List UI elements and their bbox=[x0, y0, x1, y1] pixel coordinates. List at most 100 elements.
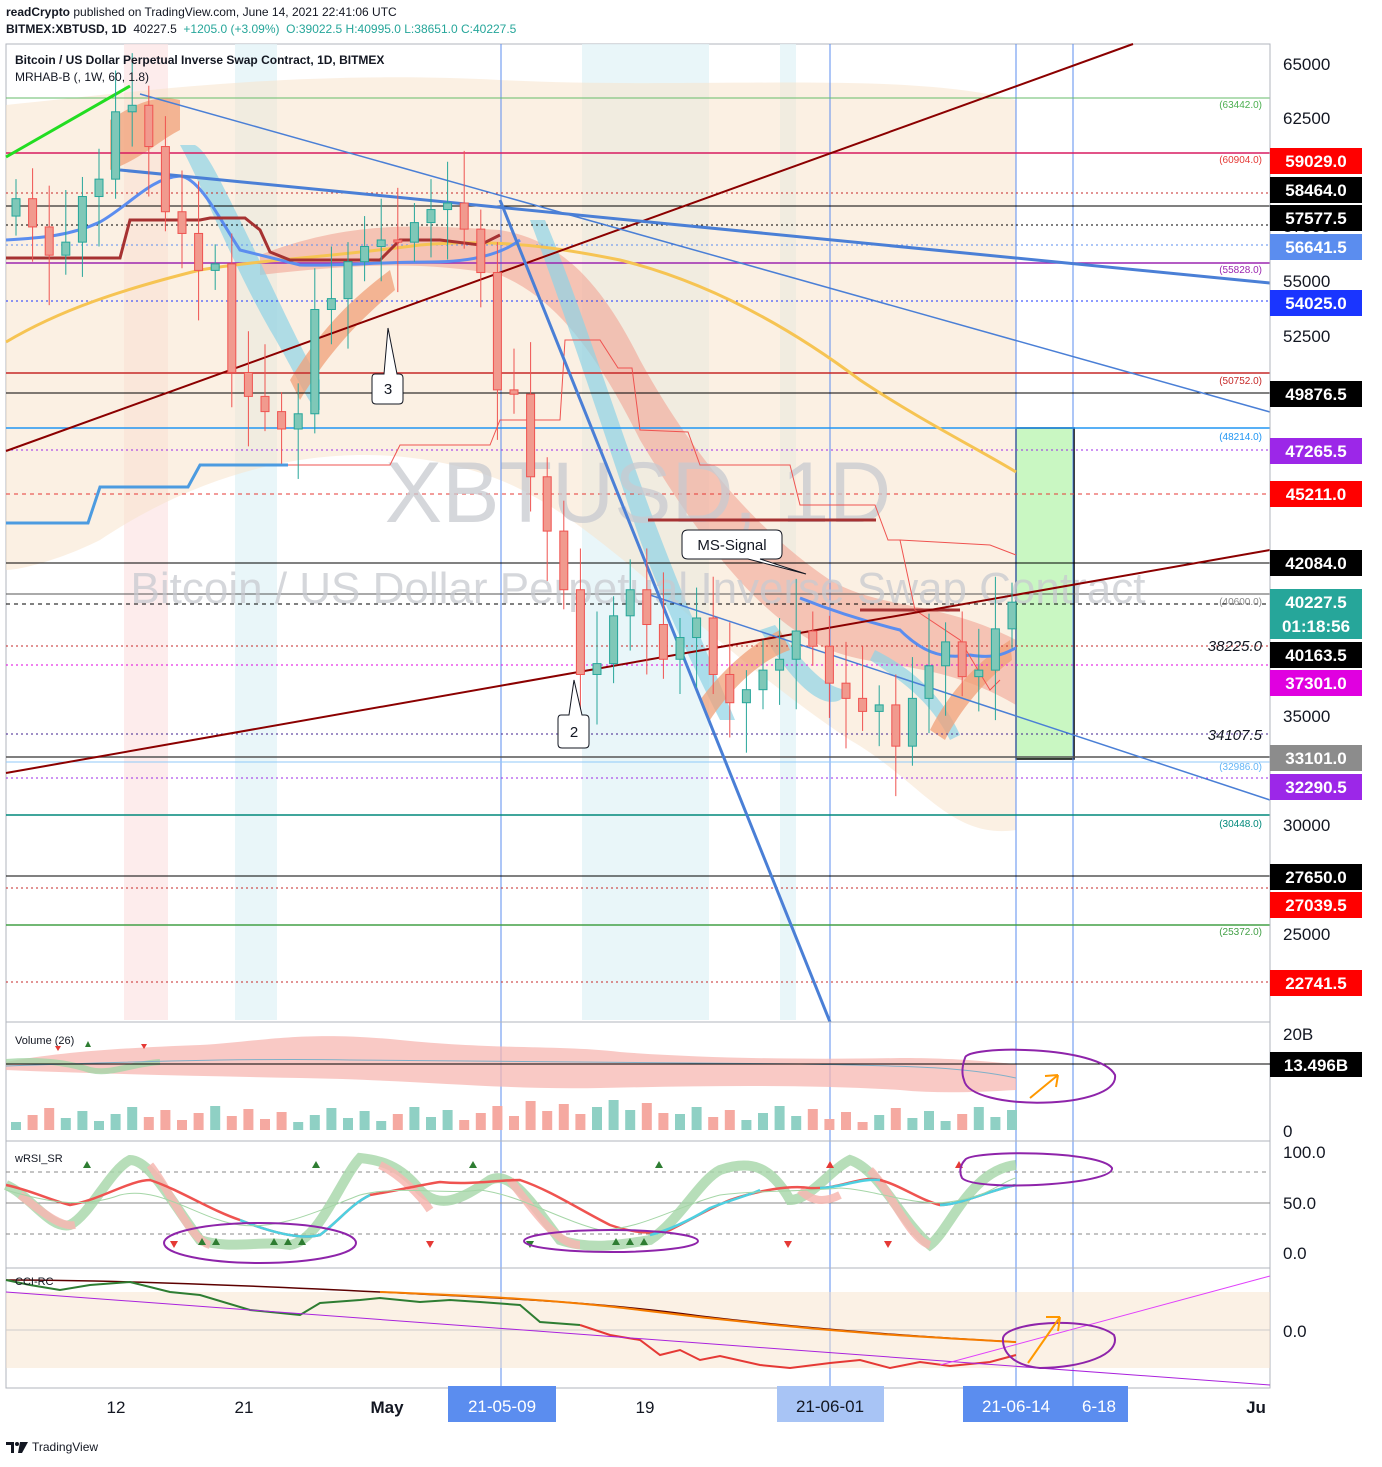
up-arrow-icon bbox=[270, 1238, 278, 1245]
down-arrow-icon bbox=[170, 1241, 178, 1248]
candle bbox=[990, 576, 1000, 721]
volume-bar bbox=[226, 1116, 237, 1130]
badge-text: 42084.0 bbox=[1285, 554, 1346, 573]
volume-bar bbox=[326, 1108, 337, 1130]
date-badge-text: 21-06-14 bbox=[982, 1397, 1050, 1416]
indicator-legend: MRHAB-B (, 1W, 60, 1.8) bbox=[15, 70, 149, 84]
badge-bg bbox=[1270, 177, 1362, 203]
down-arrow-icon bbox=[55, 1046, 61, 1051]
volume-bar bbox=[857, 1122, 868, 1130]
candle bbox=[874, 685, 884, 747]
date-badge-text: 6-18 bbox=[1082, 1397, 1116, 1416]
wave3-label: 3 bbox=[384, 381, 392, 398]
date-badge-text: 21-06-01 bbox=[796, 1397, 864, 1416]
badge-text: 33101.0 bbox=[1285, 749, 1346, 768]
volume-bar bbox=[409, 1107, 420, 1130]
step-blue bbox=[6, 463, 288, 525]
ms-signal-text: MS-Signal bbox=[697, 537, 766, 554]
date-badge bbox=[963, 1386, 1070, 1422]
volume-bar bbox=[177, 1120, 187, 1130]
volume-bar bbox=[724, 1110, 735, 1130]
axis-tick: 55000 bbox=[1283, 272, 1330, 291]
badge-text: 45211.0 bbox=[1286, 485, 1347, 504]
wave3-callout bbox=[371, 327, 404, 405]
badge-bg bbox=[1270, 613, 1362, 639]
candle bbox=[725, 622, 735, 738]
candle bbox=[476, 209, 486, 308]
candle bbox=[127, 53, 137, 147]
date-badge bbox=[777, 1386, 884, 1422]
ma-yellow bbox=[5, 241, 1017, 474]
candle bbox=[824, 615, 834, 718]
volume-bar bbox=[525, 1101, 536, 1130]
label-38225: 38225.0 bbox=[1208, 638, 1263, 655]
trend-arrow-icon bbox=[1029, 1074, 1059, 1099]
down-arrow-icon bbox=[141, 1044, 147, 1049]
time-tick: Ju bbox=[1246, 1398, 1266, 1417]
candle bbox=[260, 344, 270, 432]
axis-tick: 0.0 bbox=[1283, 1244, 1307, 1263]
level-label: (48214.0) bbox=[1219, 432, 1262, 443]
ms-signal-callout bbox=[681, 529, 807, 575]
volume-bar bbox=[841, 1112, 851, 1130]
price-badge: 37301.0 bbox=[1270, 670, 1362, 696]
candle bbox=[111, 70, 121, 199]
volume-bar bbox=[210, 1106, 221, 1130]
candle bbox=[542, 457, 552, 582]
date-badge bbox=[1070, 1386, 1128, 1422]
candle bbox=[177, 170, 187, 269]
up-arrow-icon bbox=[626, 1238, 634, 1245]
wrsi-title: wRSI_SR bbox=[14, 1153, 63, 1165]
rsi-band-red bbox=[17, 1161, 932, 1249]
candle bbox=[277, 392, 287, 464]
axis-tick: 25000 bbox=[1283, 925, 1330, 944]
candle bbox=[841, 641, 851, 749]
volume-bar bbox=[874, 1115, 885, 1130]
badge-bg bbox=[1270, 148, 1362, 174]
volume-bar bbox=[625, 1110, 636, 1130]
candle bbox=[293, 383, 303, 479]
volume-bar bbox=[60, 1118, 71, 1130]
symbol-summary: BITMEX:XBTUSD, 1D 40227.5 +1205.0 (+3.09… bbox=[6, 22, 516, 36]
volume-bars bbox=[11, 1100, 1017, 1130]
highlight-ellipse bbox=[961, 1048, 1117, 1104]
trend-arrow-icon bbox=[1027, 1316, 1061, 1364]
price-badge: 59029.0 bbox=[1270, 148, 1362, 174]
badge-bg bbox=[1270, 290, 1362, 316]
badge-text: 40163.5 bbox=[1285, 646, 1346, 665]
candle bbox=[891, 674, 901, 797]
up-arrow-icon bbox=[826, 1161, 834, 1168]
candle bbox=[924, 613, 934, 734]
badge-bg bbox=[1270, 642, 1362, 668]
volume-bar bbox=[807, 1109, 818, 1130]
wave2-callout bbox=[557, 679, 590, 749]
candle bbox=[708, 576, 718, 695]
axis-tick: 100.0 bbox=[1283, 1143, 1326, 1162]
cci-mid bbox=[379, 1291, 1017, 1343]
volume-bar bbox=[641, 1103, 652, 1130]
volume-bar bbox=[973, 1107, 984, 1130]
badge-text: 40227.5 bbox=[1285, 593, 1346, 612]
close-value: 40227.5 bbox=[133, 22, 177, 36]
volume-badge: 13.496B bbox=[1270, 1052, 1362, 1077]
up-arrow-icon bbox=[298, 1238, 306, 1245]
candle bbox=[61, 190, 71, 275]
watermark-description: Bitcoin / US Dollar Perpetual Inverse Sw… bbox=[131, 564, 1146, 613]
badge-text: 32290.5 bbox=[1285, 778, 1346, 797]
trend-blue bbox=[649, 594, 1271, 801]
badge-text: 27650.0 bbox=[1285, 868, 1346, 887]
volume-bar bbox=[542, 1111, 553, 1130]
level-label: (63442.0) bbox=[1219, 100, 1262, 111]
candle bbox=[526, 342, 536, 512]
volume-bar bbox=[575, 1114, 586, 1130]
volume-bar bbox=[1007, 1110, 1017, 1130]
cci-trend bbox=[5, 1291, 1271, 1386]
volume-bar bbox=[193, 1113, 204, 1130]
step-red bbox=[899, 539, 1017, 556]
candle bbox=[326, 246, 336, 345]
level-label: (32986.0) bbox=[1219, 762, 1262, 773]
ribbon-orange bbox=[700, 630, 790, 720]
axis-tick: 30000 bbox=[1283, 816, 1330, 835]
publish-info: readCrypto published on TradingView.com,… bbox=[6, 5, 397, 19]
